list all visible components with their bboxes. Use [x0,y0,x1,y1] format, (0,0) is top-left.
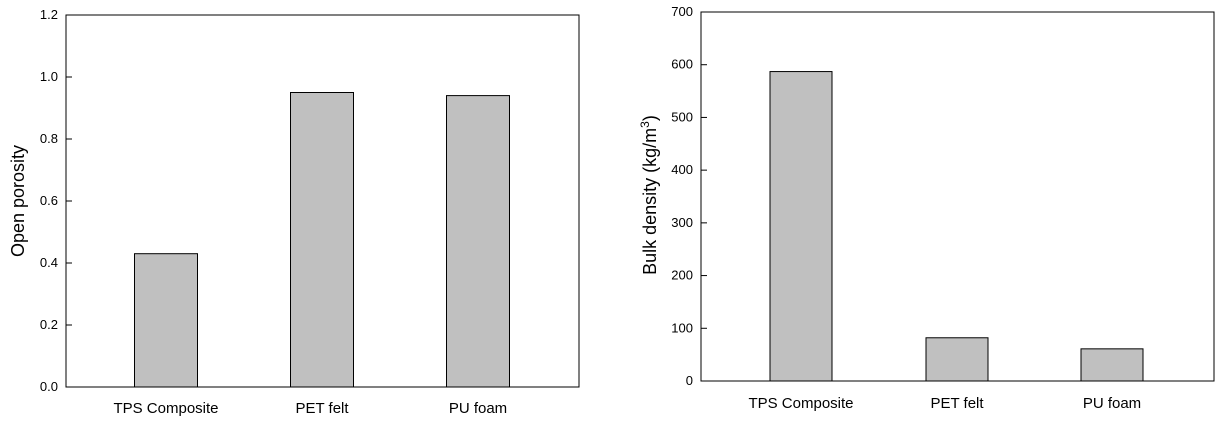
open-porosity-chart: 0.0 0.2 0.4 0.6 0.8 1.0 1.2 TPS Composite PET f… [8,7,580,417]
bar-pet-felt [925,337,989,382]
bar-tps-composite [769,71,833,382]
y-tick-label: 500 [671,109,693,124]
y-axis-label-suffix: ) [640,115,660,121]
x-category-label: PET felt [295,400,349,417]
y-axis-label-superscript: 3 [638,121,652,128]
y-axis-label: Open porosity [8,145,28,257]
y-tick-label: 0 [686,373,693,388]
y-tick-label: 200 [671,268,693,283]
y-tick-label: 0.8 [40,131,58,146]
bar-pu-foam [446,95,510,388]
y-tick-label: 0.4 [40,255,58,270]
bar-tps-composite [134,253,198,388]
y-tick-label: 400 [671,162,693,177]
y-axis-label: Bulk density (kg/m3) [638,115,660,275]
y-tick-label: 0.2 [40,317,58,332]
x-category-label: TPS Composite [748,395,853,412]
x-category-label: PU foam [449,400,507,417]
y-tick-label: 1.2 [40,7,58,22]
bar-pu-foam [1080,348,1144,382]
y-tick-label: 600 [671,57,693,72]
y-tick-label: 300 [671,215,693,230]
bulk-density-chart: 0 100 200 300 400 500 600 700 TPS Composite PET … [638,4,1215,412]
bar-pet-felt [290,92,354,388]
y-tick-label: 0.0 [40,379,58,394]
y-tick-label: 1.0 [40,69,58,84]
x-category-label: TPS Composite [113,400,218,417]
y-axis-label-main: Bulk density (kg/m [640,128,660,275]
y-tick-label: 0.6 [40,193,58,208]
y-tick-label: 100 [671,320,693,335]
x-category-label: PET felt [930,395,984,412]
y-tick-label: 700 [671,4,693,19]
x-category-label: PU foam [1083,395,1141,412]
